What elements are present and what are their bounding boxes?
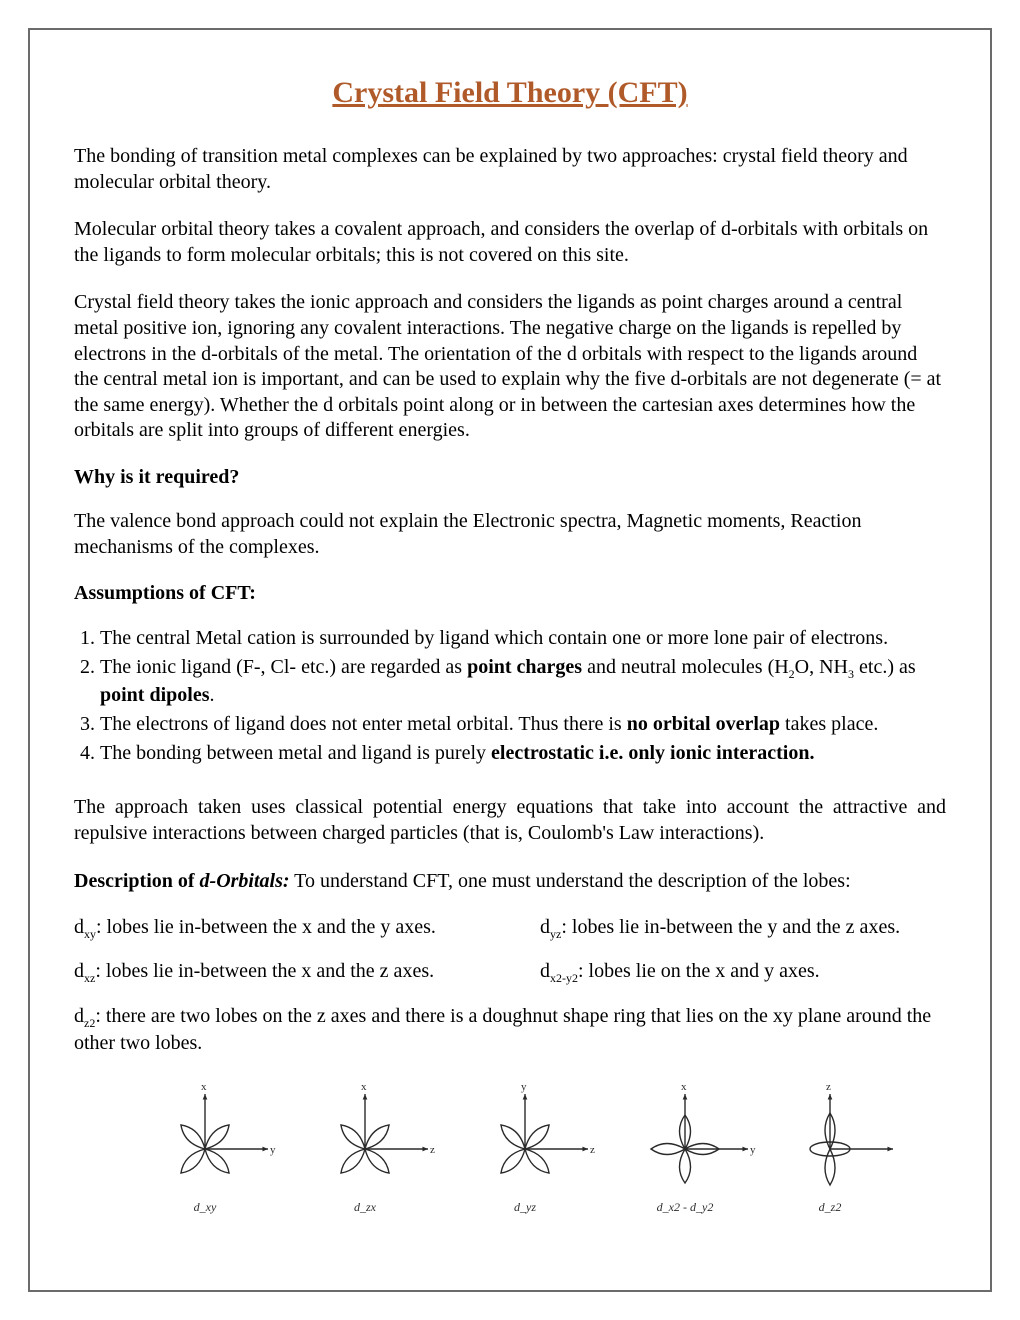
text: . — [209, 684, 214, 706]
orbital-row-2: dxz: lobes lie in-between the x and the … — [74, 960, 946, 986]
bold-text: point dipoles — [100, 684, 209, 706]
coulomb-para: The approach taken uses classical potent… — [74, 795, 946, 846]
svg-text:x: x — [201, 1081, 207, 1093]
text: The ionic ligand (F-, Cl- etc.) are rega… — [100, 656, 467, 678]
text: To understand CFT, one must understand t… — [290, 870, 851, 892]
text: : lobes lie in-between the x and the z a… — [95, 960, 434, 982]
intro-para-3: Crystal field theory takes the ionic app… — [74, 290, 946, 444]
text: : lobes lie in-between the x and the y a… — [96, 916, 436, 938]
subscript: z2 — [84, 1016, 95, 1030]
bold-text: electrostatic i.e. only ionic interactio… — [491, 742, 814, 764]
intro-para-2: Molecular orbital theory takes a covalen… — [74, 217, 946, 268]
svg-text:d_z2: d_z2 — [819, 1200, 842, 1214]
assumption-3: The electrons of ligand does not enter m… — [100, 711, 946, 738]
svg-text:x: x — [681, 1081, 687, 1093]
text: : lobes lie on the x and y axes. — [578, 960, 820, 982]
assumptions-heading: Assumptions of CFT: — [74, 582, 946, 605]
text: d — [74, 1005, 84, 1027]
page-border: Crystal Field Theory (CFT) The bonding o… — [28, 28, 992, 1292]
why-body: The valence bond approach could not expl… — [74, 509, 946, 560]
svg-text:x: x — [361, 1081, 367, 1093]
text: d — [540, 916, 550, 938]
svg-text:y: y — [270, 1144, 276, 1156]
svg-text:d_zx: d_zx — [354, 1200, 377, 1214]
orbital-dxz: dxz: lobes lie in-between the x and the … — [74, 960, 480, 986]
description-heading: Description of d-Orbitals: To understand… — [74, 869, 946, 895]
assumption-4: The bonding between metal and ligand is … — [100, 740, 946, 767]
text: O, NH — [795, 656, 848, 678]
page: Crystal Field Theory (CFT) The bonding o… — [0, 0, 1020, 1320]
orbital-dxy: dxy: lobes lie in-between the x and the … — [74, 916, 480, 942]
orbital-diagram: xyd_xyxzd_zxyzd_yzxyd_x2 - d_y2zyd_z2 — [74, 1079, 946, 1239]
text: : there are two lobes on the z axes and … — [74, 1005, 931, 1054]
text: The electrons of ligand does not enter m… — [100, 713, 627, 735]
text: takes place. — [780, 713, 878, 735]
page-title: Crystal Field Theory (CFT) — [74, 76, 946, 110]
text: : lobes lie in-between the y and the z a… — [561, 916, 900, 938]
italic-text: d-Orbitals: — [200, 870, 290, 892]
text: The bonding between metal and ligand is … — [100, 742, 491, 764]
why-heading: Why is it required? — [74, 466, 946, 489]
assumptions-list: The central Metal cation is surrounded b… — [74, 625, 946, 767]
svg-text:y: y — [521, 1081, 527, 1093]
bold-text: Description of — [74, 870, 200, 892]
svg-text:z: z — [430, 1144, 435, 1156]
svg-text:d_x2 - d_y2: d_x2 - d_y2 — [657, 1200, 714, 1214]
text: d — [540, 960, 550, 982]
subscript: xz — [84, 971, 95, 985]
orbital-dx2y2: dx2-y2: lobes lie on the x and y axes. — [480, 960, 946, 986]
orbital-diagram-svg: xyd_xyxzd_zxyzd_yzxyd_x2 - d_y2zyd_z2 — [125, 1079, 895, 1239]
subscript: xy — [84, 927, 96, 941]
intro-para-1: The bonding of transition metal complexe… — [74, 144, 946, 195]
orbital-dyz: dyz: lobes lie in-between the y and the … — [480, 916, 946, 942]
svg-text:z: z — [826, 1081, 831, 1093]
assumption-2: The ionic ligand (F-, Cl- etc.) are rega… — [100, 654, 946, 709]
svg-text:d_xy: d_xy — [194, 1200, 217, 1214]
orbital-row-1: dxy: lobes lie in-between the x and the … — [74, 916, 946, 942]
svg-text:y: y — [750, 1144, 756, 1156]
bold-text: no orbital overlap — [627, 713, 780, 735]
text: etc.) as — [854, 656, 916, 678]
bold-text: point charges — [467, 656, 582, 678]
svg-text:z: z — [590, 1144, 595, 1156]
text: and neutral molecules (H — [582, 656, 789, 678]
subscript: yz — [550, 927, 561, 941]
text: d — [74, 916, 84, 938]
text: d — [74, 960, 84, 982]
subscript: x2-y2 — [550, 971, 578, 985]
svg-text:d_yz: d_yz — [514, 1200, 536, 1214]
assumption-1: The central Metal cation is surrounded b… — [100, 625, 946, 652]
orbital-dz2: dz2: there are two lobes on the z axes a… — [74, 1004, 946, 1057]
